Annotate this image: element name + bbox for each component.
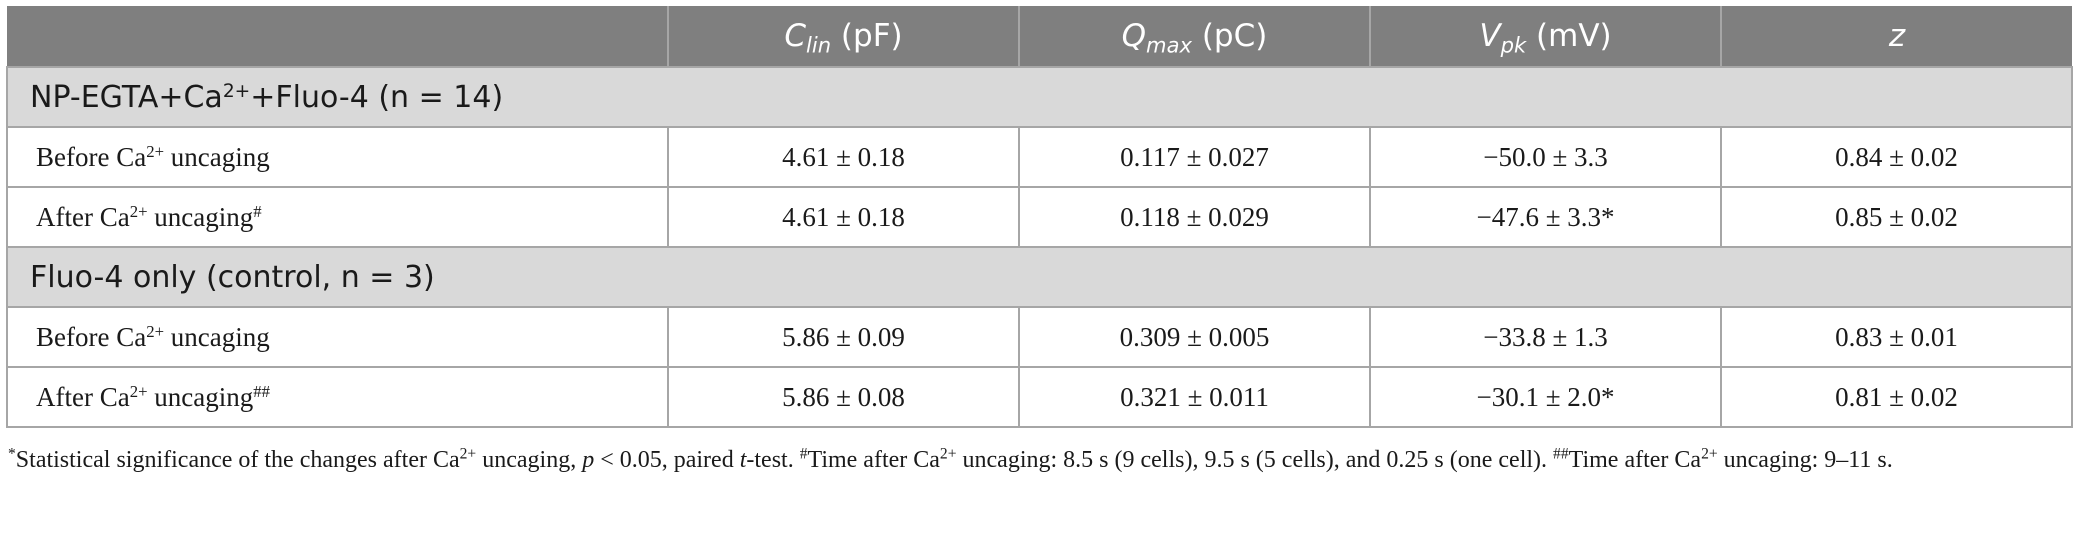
cell-qmax: 0.117 ± 0.027 xyxy=(1019,127,1371,188)
cell-clin: 5.86 ± 0.08 xyxy=(668,367,1020,428)
header-cell-clin: Clin (pF) xyxy=(668,6,1020,67)
section-title: NP-EGTA+Ca2++Fluo-4 (n = 14) xyxy=(6,66,2073,128)
cell-vpk: −30.1 ± 2.0* xyxy=(1370,367,1722,428)
cell-vpk: −50.0 ± 3.3 xyxy=(1370,127,1722,188)
row-label: Before Ca2+ uncaging xyxy=(6,127,669,188)
row-label: Before Ca2+ uncaging xyxy=(6,307,669,368)
table-row: Before Ca2+ uncaging 4.61 ± 0.18 0.117 ±… xyxy=(6,127,2073,188)
cell-qmax: 0.118 ± 0.029 xyxy=(1019,187,1371,248)
cell-z: 0.84 ± 0.02 xyxy=(1721,127,2073,188)
table-row: After Ca2+ uncaging# 4.61 ± 0.18 0.118 ±… xyxy=(6,187,2073,248)
table-container: Clin (pF) Qmax (pC) Vpk (mV) z NP-EGTA+C… xyxy=(6,6,2073,477)
table-footnote: *Statistical significance of the changes… xyxy=(8,445,1893,473)
row-label: After Ca2+ uncaging## xyxy=(6,367,669,428)
header-cell-qmax: Qmax (pC) xyxy=(1019,6,1371,67)
cell-clin: 4.61 ± 0.18 xyxy=(668,187,1020,248)
header-cell-z: z xyxy=(1721,6,2072,67)
cell-clin: 4.61 ± 0.18 xyxy=(668,127,1020,188)
header-cell-label xyxy=(7,6,669,67)
header-cell-vpk: Vpk (mV) xyxy=(1370,6,1722,67)
table-row: Before Ca2+ uncaging 5.86 ± 0.09 0.309 ±… xyxy=(6,307,2073,368)
row-label: After Ca2+ uncaging# xyxy=(6,187,669,248)
cell-vpk: −33.8 ± 1.3 xyxy=(1370,307,1722,368)
table-row: After Ca2+ uncaging## 5.86 ± 0.08 0.321 … xyxy=(6,367,2073,428)
header-row: Clin (pF) Qmax (pC) Vpk (mV) z xyxy=(7,6,2072,67)
section-title: Fluo-4 only (control, n = 3) xyxy=(6,246,2073,308)
data-table: Clin (pF) Qmax (pC) Vpk (mV) z NP-EGTA+C… xyxy=(6,6,2073,428)
cell-z: 0.85 ± 0.02 xyxy=(1721,187,2073,248)
section-row: NP-EGTA+Ca2++Fluo-4 (n = 14) xyxy=(6,66,2073,128)
section-row: Fluo-4 only (control, n = 3) xyxy=(6,246,2073,308)
cell-clin: 5.86 ± 0.09 xyxy=(668,307,1020,368)
cell-qmax: 0.309 ± 0.005 xyxy=(1019,307,1371,368)
cell-qmax: 0.321 ± 0.011 xyxy=(1019,367,1371,428)
cell-z: 0.83 ± 0.01 xyxy=(1721,307,2073,368)
cell-vpk: −47.6 ± 3.3* xyxy=(1370,187,1722,248)
cell-z: 0.81 ± 0.02 xyxy=(1721,367,2073,428)
